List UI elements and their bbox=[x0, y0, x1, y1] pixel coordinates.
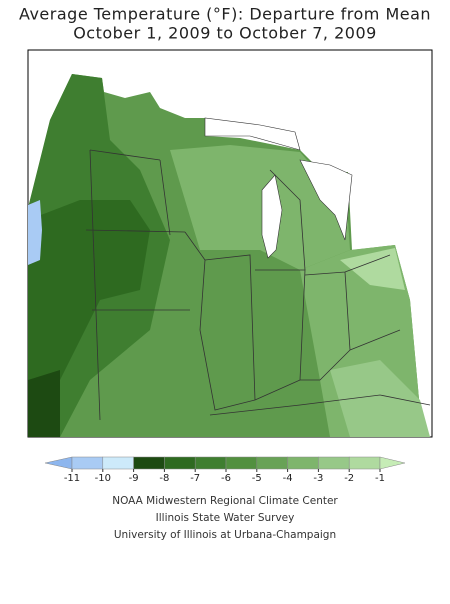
region bbox=[28, 200, 150, 420]
colorbar-tick-label: -7 bbox=[190, 473, 200, 484]
title: Average Temperature (°F): Departure from… bbox=[19, 5, 431, 24]
region bbox=[28, 200, 42, 265]
region bbox=[28, 370, 60, 437]
region bbox=[330, 360, 430, 437]
subtitle: October 1, 2009 to October 7, 2009 bbox=[73, 24, 377, 43]
colorbar-segment bbox=[194, 456, 227, 470]
lake bbox=[299, 159, 353, 241]
colorbar-tick-label: -11 bbox=[64, 473, 80, 484]
colorbar-tick-label: -10 bbox=[95, 473, 111, 484]
colorbar-segment bbox=[348, 456, 381, 470]
colorbar-tick-label: -2 bbox=[344, 473, 354, 484]
credit: NOAA Midwestern Regional Climate Center bbox=[112, 495, 338, 507]
colorbar-arrow bbox=[379, 456, 406, 470]
region bbox=[170, 145, 350, 270]
map bbox=[27, 49, 433, 438]
colorbar-tick-label: -9 bbox=[129, 473, 139, 484]
colorbar-segment bbox=[133, 456, 165, 470]
state-lines bbox=[85, 149, 431, 421]
colorbar-tick-label: -3 bbox=[313, 473, 323, 484]
colorbar-segment bbox=[164, 456, 196, 470]
colorbar-segment bbox=[102, 456, 134, 470]
credit: Illinois State Water Survey bbox=[156, 512, 295, 524]
colorbar-segment bbox=[256, 456, 288, 470]
colorbar: -11 -10 -9 -8 -7 -6 -5 -4 -3 -2 -1 bbox=[44, 456, 406, 484]
colorbar-segment bbox=[71, 456, 104, 470]
credit: University of Illinois at Urbana-Champai… bbox=[114, 529, 336, 541]
colorbar-tick-label: -6 bbox=[221, 473, 231, 484]
colorbar-arrow bbox=[44, 456, 73, 470]
colorbar-tick-label: -5 bbox=[252, 473, 262, 484]
colorbar-tick-label: -8 bbox=[159, 473, 169, 484]
colorbar-tick-label: -1 bbox=[375, 473, 385, 484]
colorbar-segment bbox=[318, 456, 350, 470]
colorbar-segment bbox=[225, 456, 258, 470]
colorbar-tick-label: -4 bbox=[283, 473, 293, 484]
lake bbox=[204, 117, 301, 151]
colorbar-segment bbox=[287, 456, 319, 470]
region bbox=[340, 248, 405, 290]
